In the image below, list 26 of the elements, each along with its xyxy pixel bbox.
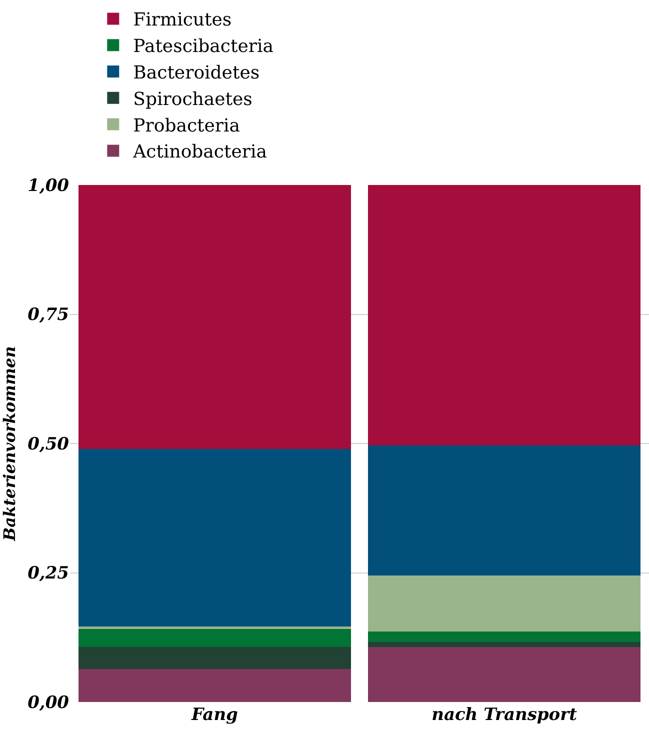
y-tick-label: 0,00 — [28, 692, 70, 713]
bar — [78, 626, 351, 630]
bar — [368, 632, 640, 642]
y-tick-label: 0,50 — [28, 434, 70, 454]
bar — [78, 629, 351, 648]
bar — [368, 647, 640, 702]
y-tick-label: 1,00 — [28, 176, 70, 196]
bar — [368, 185, 640, 446]
legend-label: Probacteria — [133, 115, 240, 136]
legend-label: Spirochaetes — [133, 88, 252, 110]
bar — [368, 446, 640, 576]
y-axis-title: Bakterienvorkommen — [0, 346, 19, 542]
bar — [78, 668, 351, 702]
x-tick-label: nach Transport — [432, 705, 578, 725]
legend-label: Firmicutes — [133, 10, 232, 31]
bar — [368, 575, 640, 632]
y-tick-label: 0,25 — [28, 564, 69, 584]
legend-label: Actinobacteria — [132, 142, 268, 163]
bar — [78, 185, 351, 450]
bar — [78, 647, 351, 669]
legend-label: Bacteroidetes — [133, 62, 260, 84]
x-tick-label: Fang — [190, 705, 238, 725]
y-tick-label: 0,75 — [28, 305, 69, 326]
bar — [78, 449, 351, 627]
legend-label: Patescibacteria — [133, 36, 274, 58]
bar — [368, 642, 640, 648]
